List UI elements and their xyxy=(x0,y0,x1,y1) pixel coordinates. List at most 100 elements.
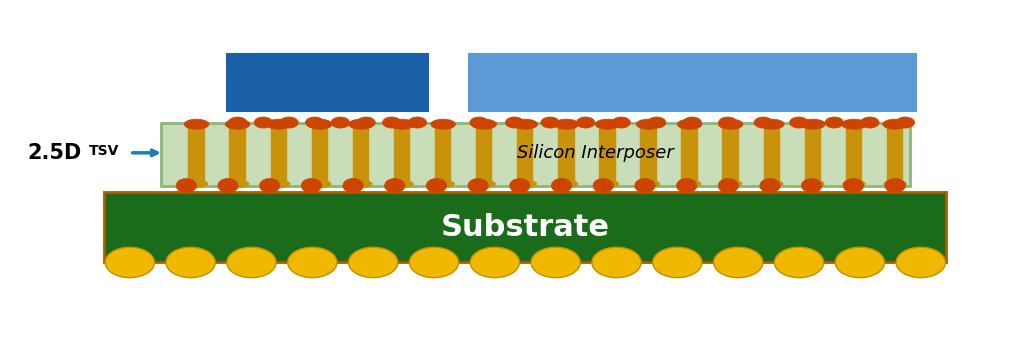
Bar xyxy=(161,122,911,186)
Ellipse shape xyxy=(229,117,247,128)
Ellipse shape xyxy=(595,119,620,129)
Ellipse shape xyxy=(861,117,879,128)
Ellipse shape xyxy=(593,179,614,193)
Ellipse shape xyxy=(554,119,579,129)
Ellipse shape xyxy=(555,180,578,188)
Ellipse shape xyxy=(800,119,825,129)
Ellipse shape xyxy=(844,179,863,193)
Bar xyxy=(682,124,698,184)
Text: Substrate: Substrate xyxy=(441,213,610,242)
Ellipse shape xyxy=(267,119,291,129)
Ellipse shape xyxy=(426,179,447,193)
Ellipse shape xyxy=(679,180,701,188)
Bar xyxy=(352,124,369,184)
Bar xyxy=(312,124,328,184)
Ellipse shape xyxy=(637,119,661,129)
Bar xyxy=(599,124,616,184)
Ellipse shape xyxy=(471,247,519,278)
Bar xyxy=(846,124,862,184)
Ellipse shape xyxy=(883,119,907,129)
Bar xyxy=(517,124,534,184)
Ellipse shape xyxy=(409,247,458,278)
Ellipse shape xyxy=(470,117,488,128)
Bar xyxy=(804,124,821,184)
Ellipse shape xyxy=(510,179,530,193)
Ellipse shape xyxy=(176,179,197,193)
Bar xyxy=(763,124,780,184)
Ellipse shape xyxy=(596,180,619,188)
Ellipse shape xyxy=(677,179,696,193)
Bar xyxy=(271,124,287,184)
Ellipse shape xyxy=(885,179,905,193)
Ellipse shape xyxy=(473,180,495,188)
Ellipse shape xyxy=(648,117,666,128)
Ellipse shape xyxy=(280,117,299,128)
Ellipse shape xyxy=(714,247,763,278)
Bar xyxy=(435,124,451,184)
Ellipse shape xyxy=(348,119,373,129)
Ellipse shape xyxy=(638,180,660,188)
Ellipse shape xyxy=(718,179,739,193)
Text: Silicon Interposer: Silicon Interposer xyxy=(517,144,674,162)
Ellipse shape xyxy=(719,180,742,188)
Ellipse shape xyxy=(217,179,238,193)
Ellipse shape xyxy=(551,179,572,193)
Ellipse shape xyxy=(754,117,772,128)
Ellipse shape xyxy=(166,247,215,278)
Bar xyxy=(722,124,739,184)
Bar xyxy=(393,124,410,184)
Ellipse shape xyxy=(105,247,154,278)
Ellipse shape xyxy=(260,179,280,193)
Text: 2.5D: 2.5D xyxy=(27,143,81,163)
Bar xyxy=(887,124,903,184)
Ellipse shape xyxy=(343,179,364,193)
Ellipse shape xyxy=(254,117,273,128)
Text: TSV: TSV xyxy=(89,144,119,158)
Ellipse shape xyxy=(775,247,824,278)
Ellipse shape xyxy=(577,117,595,128)
Ellipse shape xyxy=(531,247,580,278)
Ellipse shape xyxy=(227,180,249,188)
Bar xyxy=(230,124,246,184)
Ellipse shape xyxy=(634,179,655,193)
Ellipse shape xyxy=(185,180,208,188)
Ellipse shape xyxy=(678,119,702,129)
Ellipse shape xyxy=(842,119,866,129)
Ellipse shape xyxy=(843,180,865,188)
Ellipse shape xyxy=(801,180,824,188)
Ellipse shape xyxy=(760,180,783,188)
Ellipse shape xyxy=(612,117,630,128)
Ellipse shape xyxy=(268,180,290,188)
Ellipse shape xyxy=(226,119,250,129)
Ellipse shape xyxy=(513,119,538,129)
Ellipse shape xyxy=(514,180,537,188)
Ellipse shape xyxy=(308,119,332,129)
Bar xyxy=(641,124,657,184)
Ellipse shape xyxy=(719,117,737,128)
Ellipse shape xyxy=(759,119,784,129)
Ellipse shape xyxy=(718,119,743,129)
Ellipse shape xyxy=(432,180,454,188)
Ellipse shape xyxy=(389,119,414,129)
Ellipse shape xyxy=(301,179,321,193)
Bar xyxy=(558,124,575,184)
Ellipse shape xyxy=(468,179,488,193)
Ellipse shape xyxy=(592,247,642,278)
Ellipse shape xyxy=(227,247,276,278)
Ellipse shape xyxy=(896,117,915,128)
Ellipse shape xyxy=(541,117,559,128)
Ellipse shape xyxy=(382,117,401,128)
Ellipse shape xyxy=(835,247,885,278)
Ellipse shape xyxy=(506,117,524,128)
Ellipse shape xyxy=(287,247,337,278)
Ellipse shape xyxy=(384,179,405,193)
Bar xyxy=(228,54,427,110)
Bar xyxy=(469,54,916,110)
Ellipse shape xyxy=(356,117,375,128)
Ellipse shape xyxy=(390,180,413,188)
Bar xyxy=(188,124,205,184)
Ellipse shape xyxy=(331,117,349,128)
Ellipse shape xyxy=(348,247,398,278)
Ellipse shape xyxy=(790,117,808,128)
Ellipse shape xyxy=(184,119,209,129)
